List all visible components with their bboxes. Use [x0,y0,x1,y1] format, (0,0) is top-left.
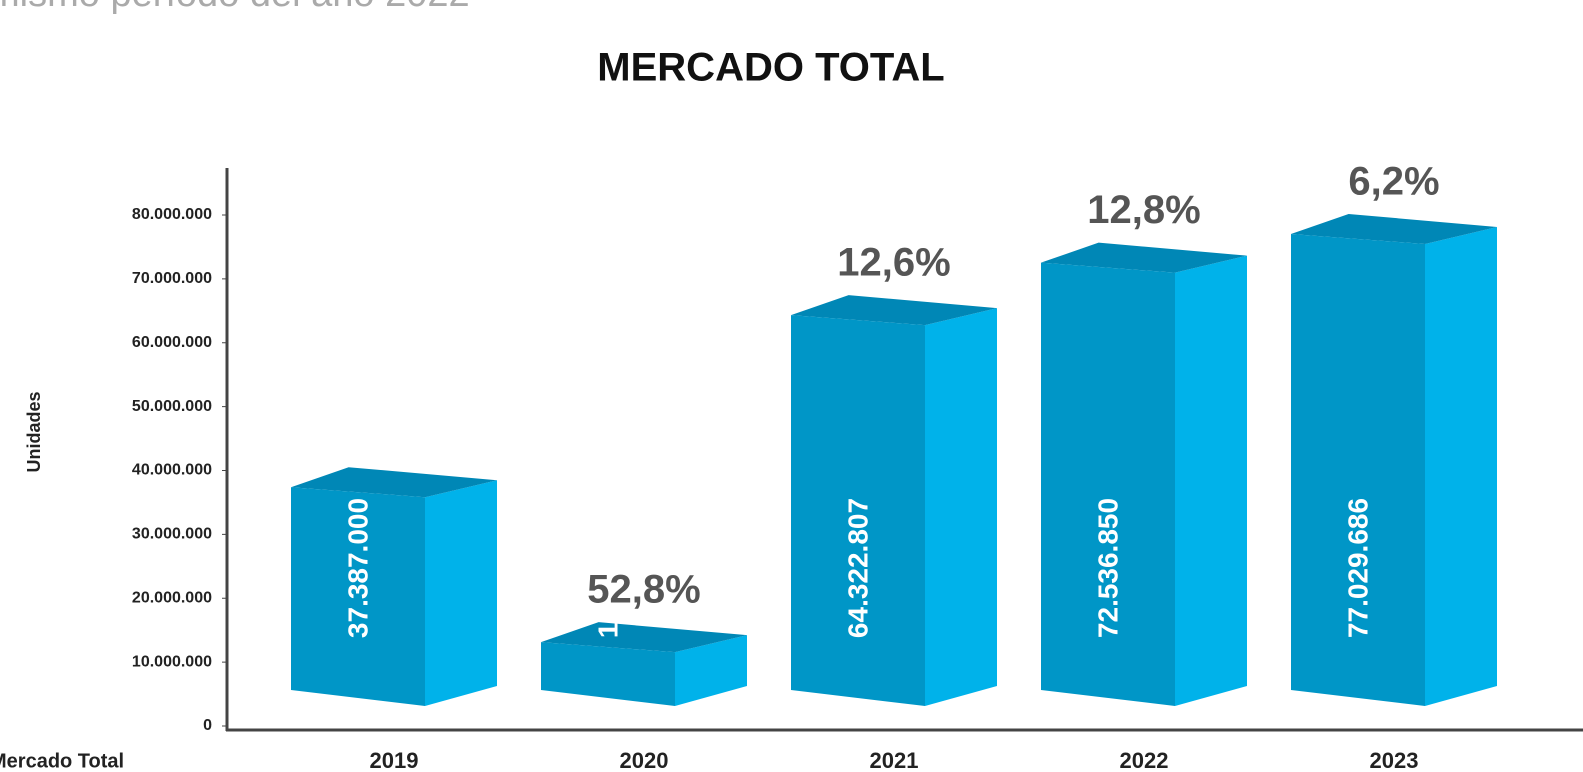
bar-side [425,480,497,706]
y-tick-label: 50.000.000 [132,398,212,415]
x-axis-label: Mercado Total [0,750,124,772]
bar [541,642,675,706]
y-tick-label: 30.000.000 [132,526,212,543]
bar-side [675,635,747,706]
y-tick-label: 60.000.000 [132,334,212,351]
bar-top [291,467,497,498]
growth-label: 52,8% [587,568,700,612]
bar-top [1291,213,1497,244]
growth-label: 6,2% [1348,160,1439,204]
y-tick-label: 10.000.000 [132,653,212,670]
bar-top [791,295,997,326]
chart-title: MERCADO TOTAL [597,46,944,90]
growth-label: 12,8% [1087,188,1200,232]
bar-side [1175,255,1247,706]
value-label: 77.029.686 [1342,498,1373,638]
y-tick-label: 40.000.000 [132,462,212,479]
growth-label: 12,6% [837,241,950,285]
bar [291,487,425,706]
y-tick-label: 0 [203,717,212,734]
subtitle: mismo período del año 2022 [0,0,470,15]
x-tick-label: 2023 [1370,748,1419,772]
y-tick-label: 20.000.000 [132,589,212,606]
bar [1291,233,1425,706]
bar-top [541,622,747,653]
bar [1041,262,1175,706]
x-tick-label: 2022 [1120,748,1169,772]
value-label: 13.125.760 [592,498,623,638]
bar-top [1041,242,1247,273]
y-tick-label: 80.000.000 [132,206,212,223]
x-tick-label: 2021 [870,748,919,772]
value-label: 64.322.807 [842,498,873,638]
bar [791,315,925,706]
bar-side [925,308,997,706]
x-tick-label: 2019 [370,748,419,772]
y-tick-label: 70.000.000 [132,270,212,287]
value-label: 72.536.850 [1092,498,1123,638]
x-tick-label: 2020 [620,748,669,772]
value-label: 37.387.000 [342,498,373,638]
y-axis-label: Unidades [24,391,44,472]
bar-side [1425,226,1497,706]
